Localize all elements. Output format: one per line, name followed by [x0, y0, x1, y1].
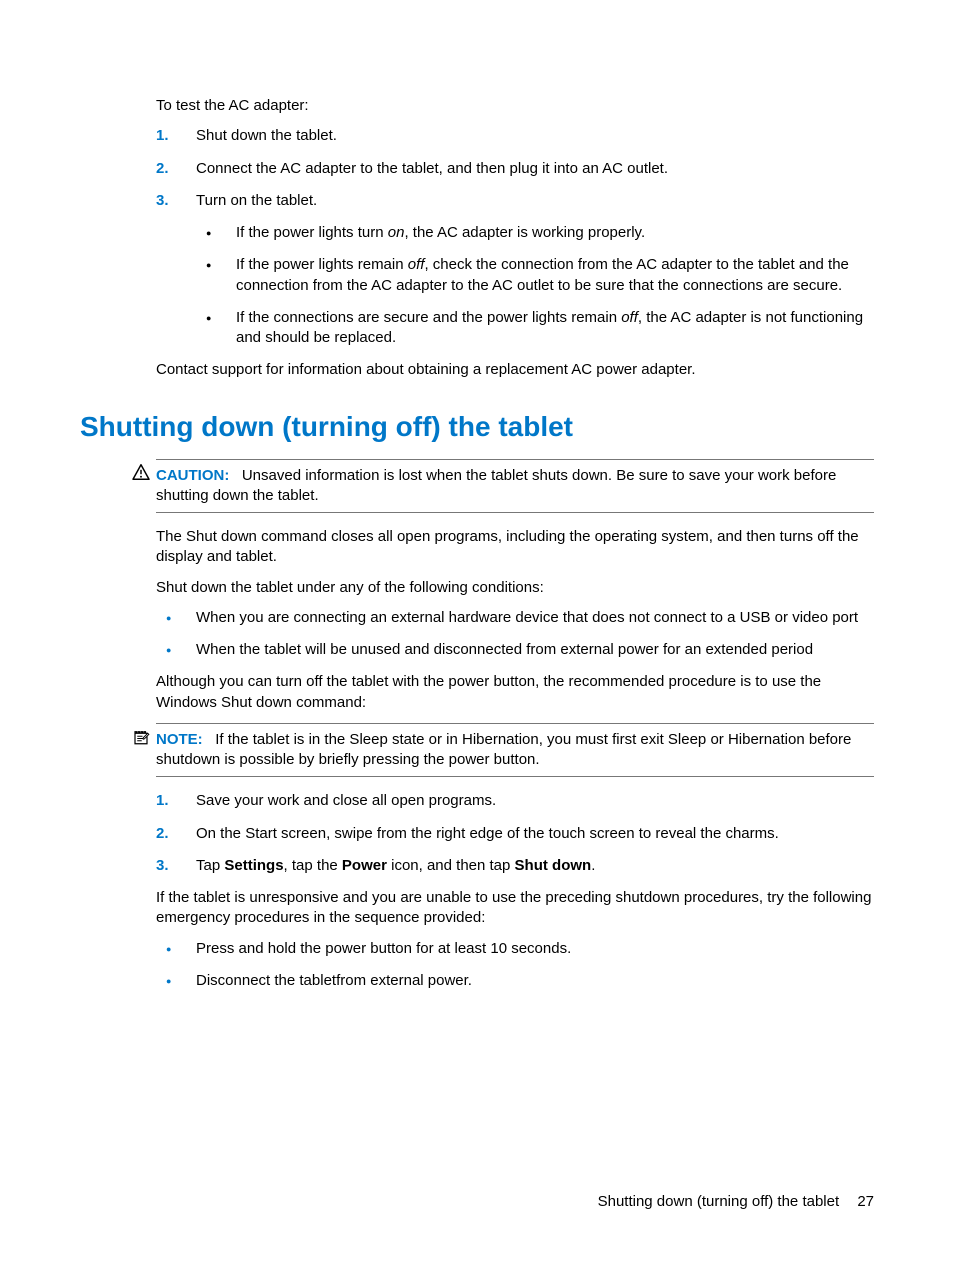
caution-text: Unsaved information is lost when the tab…	[156, 467, 836, 504]
contact-text: Contact support for information about ob…	[156, 360, 874, 380]
step-item: 2. Connect the AC adapter to the tablet,…	[156, 159, 874, 179]
emphasis: off	[408, 256, 425, 273]
test-adapter-steps: 1. Shut down the tablet. 2. Connect the …	[156, 126, 874, 211]
text-fragment: , tap the	[284, 857, 342, 874]
shutdown-steps: 1. Save your work and close all open pro…	[156, 791, 874, 876]
step-item: 3. Turn on the tablet.	[156, 191, 874, 211]
body-paragraph: The Shut down command closes all open pr…	[156, 527, 874, 568]
bold-text: Settings	[224, 857, 283, 874]
emergency-list: Press and hold the power button for at l…	[156, 939, 874, 992]
list-item: Disconnect the tabletfrom external power…	[156, 971, 874, 991]
main-section: CAUTION: Unsaved information is lost whe…	[156, 459, 874, 992]
text-fragment: If the power lights turn	[236, 224, 388, 241]
emphasis: on	[388, 224, 405, 241]
body-paragraph: If the tablet is unresponsive and you ar…	[156, 888, 874, 929]
body-paragraph: Although you can turn off the tablet wit…	[156, 672, 874, 713]
sub-results-list: If the power lights turn on, the AC adap…	[196, 223, 874, 348]
caution-callout: CAUTION: Unsaved information is lost whe…	[156, 459, 874, 514]
body-paragraph: Shut down the tablet under any of the fo…	[156, 578, 874, 598]
step-text: Connect the AC adapter to the tablet, an…	[196, 160, 668, 177]
step-text: On the Start screen, swipe from the righ…	[196, 825, 779, 842]
conditions-list: When you are connecting an external hard…	[156, 608, 874, 661]
note-body: NOTE: If the tablet is in the Sleep stat…	[156, 730, 874, 771]
step-number: 1.	[156, 791, 169, 811]
step-number: 2.	[156, 159, 169, 179]
bold-text: Shut down	[515, 857, 592, 874]
list-item: If the power lights remain off, check th…	[196, 255, 874, 296]
step-item: 2. On the Start screen, swipe from the r…	[156, 824, 874, 844]
step-text: Turn on the tablet.	[196, 192, 317, 209]
step-number: 2.	[156, 824, 169, 844]
step-text: Save your work and close all open progra…	[196, 792, 496, 809]
note-label: NOTE:	[156, 731, 203, 748]
note-icon	[132, 728, 150, 751]
text-fragment: .	[591, 857, 595, 874]
list-item: When the tablet will be unused and disco…	[156, 640, 874, 660]
note-text: If the tablet is in the Sleep state or i…	[156, 731, 851, 768]
step-number: 1.	[156, 126, 169, 146]
step-number: 3.	[156, 191, 169, 211]
list-item: If the connections are secure and the po…	[196, 308, 874, 349]
emphasis: off	[621, 309, 638, 326]
text-fragment: icon, and then tap	[387, 857, 515, 874]
step-text: Shut down the tablet.	[196, 127, 337, 144]
text-fragment: If the power lights remain	[236, 256, 408, 273]
caution-label: CAUTION:	[156, 467, 229, 484]
footer-title: Shutting down (turning off) the tablet	[598, 1193, 840, 1210]
section-heading: Shutting down (turning off) the tablet	[80, 411, 874, 443]
text-fragment: Tap	[196, 857, 224, 874]
note-callout: NOTE: If the tablet is in the Sleep stat…	[156, 723, 874, 778]
caution-body: CAUTION: Unsaved information is lost whe…	[156, 466, 874, 507]
top-section: To test the AC adapter: 1. Shut down the…	[156, 96, 874, 381]
step-item: 1. Save your work and close all open pro…	[156, 791, 874, 811]
step-item: 1. Shut down the tablet.	[156, 126, 874, 146]
list-item: Press and hold the power button for at l…	[156, 939, 874, 959]
step-item: 3. Tap Settings, tap the Power icon, and…	[156, 856, 874, 876]
document-page: To test the AC adapter: 1. Shut down the…	[0, 0, 954, 1270]
page-number: 27	[857, 1193, 874, 1210]
bold-text: Power	[342, 857, 387, 874]
list-item: When you are connecting an external hard…	[156, 608, 874, 628]
intro-text: To test the AC adapter:	[156, 96, 874, 116]
list-item: If the power lights turn on, the AC adap…	[196, 223, 874, 243]
step-number: 3.	[156, 856, 169, 876]
text-fragment: If the connections are secure and the po…	[236, 309, 621, 326]
page-footer: Shutting down (turning off) the tablet 2…	[598, 1193, 874, 1210]
caution-icon	[132, 464, 150, 485]
text-fragment: , the AC adapter is working properly.	[404, 224, 645, 241]
